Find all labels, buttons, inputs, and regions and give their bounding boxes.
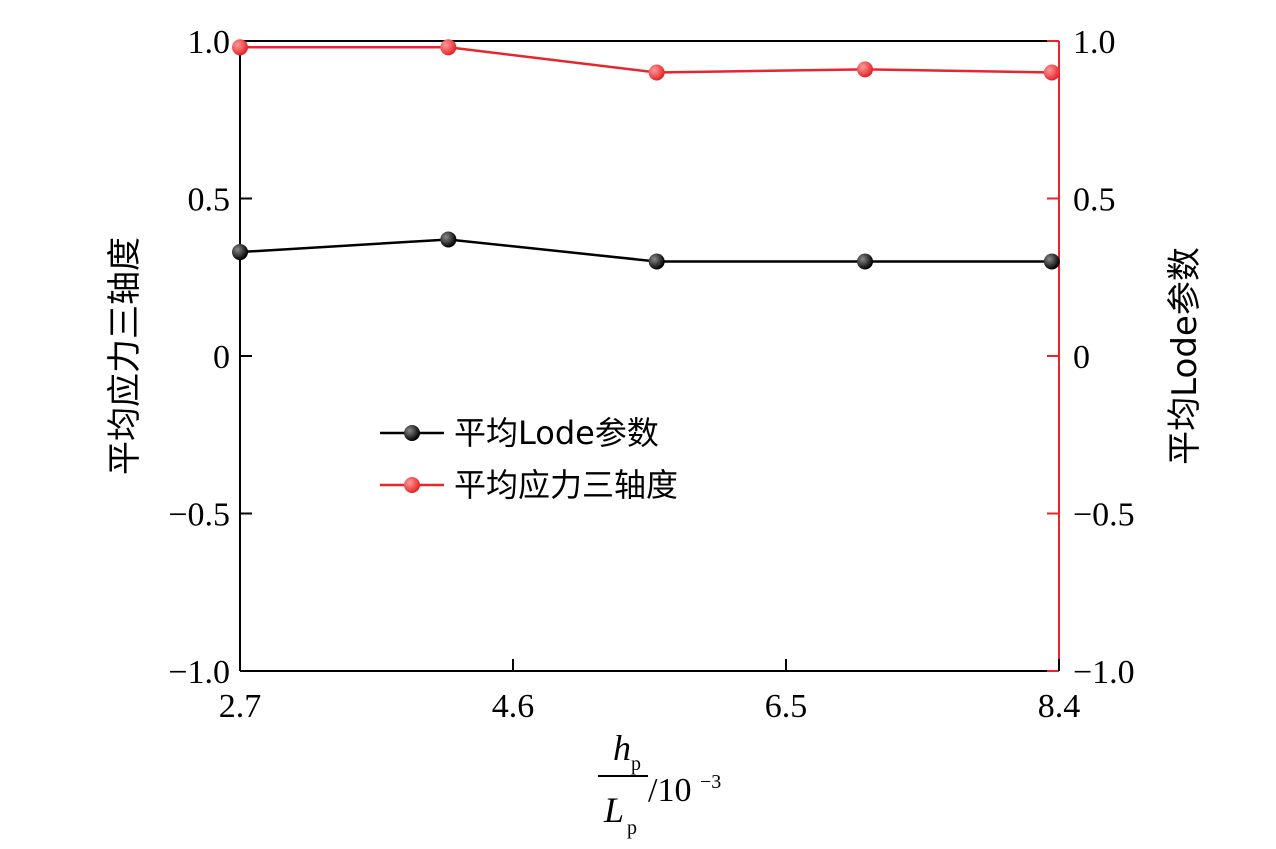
ylabel-right: 平均Lode参数 (1165, 247, 1205, 465)
xlabel-denominator: L (603, 790, 624, 830)
y-tick-label-right: −1.0 (1073, 654, 1135, 691)
y-tick-label-left: 1.0 (188, 24, 231, 61)
data-point (232, 39, 248, 56)
legend-marker (404, 477, 420, 493)
series-layer (232, 39, 1060, 270)
legend-marker (404, 425, 420, 441)
x-tick-label: 2.7 (219, 688, 262, 725)
y-tick-label-right: 1.0 (1073, 24, 1116, 61)
tick-labels: 1.0 1.00.5 0.50 0−0.5 −0.5−1.0 −1.02.7 4.6 6.5 8… (168, 24, 1134, 725)
series-line-1 (240, 46, 1052, 74)
y-tick-label-left: −1.0 (168, 654, 230, 691)
xlabel-numerator: h (613, 728, 631, 768)
x-tick-label: 6.5 (765, 688, 808, 725)
xlabel-denominator-sub: p (627, 817, 637, 839)
xlabel-numerator-sub: p (631, 753, 641, 775)
legend-label: 平均应力三轴度 (454, 466, 678, 504)
data-point (1043, 64, 1060, 81)
xlabel-suffix: /10 (648, 772, 691, 809)
x-tick-label: 8.4 (1038, 688, 1081, 725)
y-tick-label-left: 0.5 (188, 182, 231, 219)
y-tick-label-right: 0.5 (1073, 182, 1116, 219)
x-tick-label: 4.6 (492, 688, 535, 725)
data-point (440, 231, 457, 248)
y-tick-label-left: −0.5 (168, 497, 230, 534)
data-point (440, 39, 457, 56)
xlabel-suffix-exp: −3 (700, 771, 721, 793)
data-point (1043, 253, 1060, 270)
xlabel: h p L p /10 −3 (598, 728, 721, 839)
series-line-0 (239, 238, 1052, 263)
data-point (648, 253, 665, 270)
legend-label: 平均Lode参数 (454, 414, 659, 452)
y-tick-label-right: 0 (1073, 339, 1090, 376)
y-tick-label-left: 0 (213, 339, 230, 376)
data-point (857, 61, 874, 78)
ticks (239, 40, 1060, 672)
y-tick-label-right: −0.5 (1073, 497, 1135, 534)
data-point (648, 64, 665, 81)
ylabel-left: 平均应力三轴度 (105, 237, 145, 475)
data-point (232, 244, 248, 261)
data-point (857, 253, 874, 270)
